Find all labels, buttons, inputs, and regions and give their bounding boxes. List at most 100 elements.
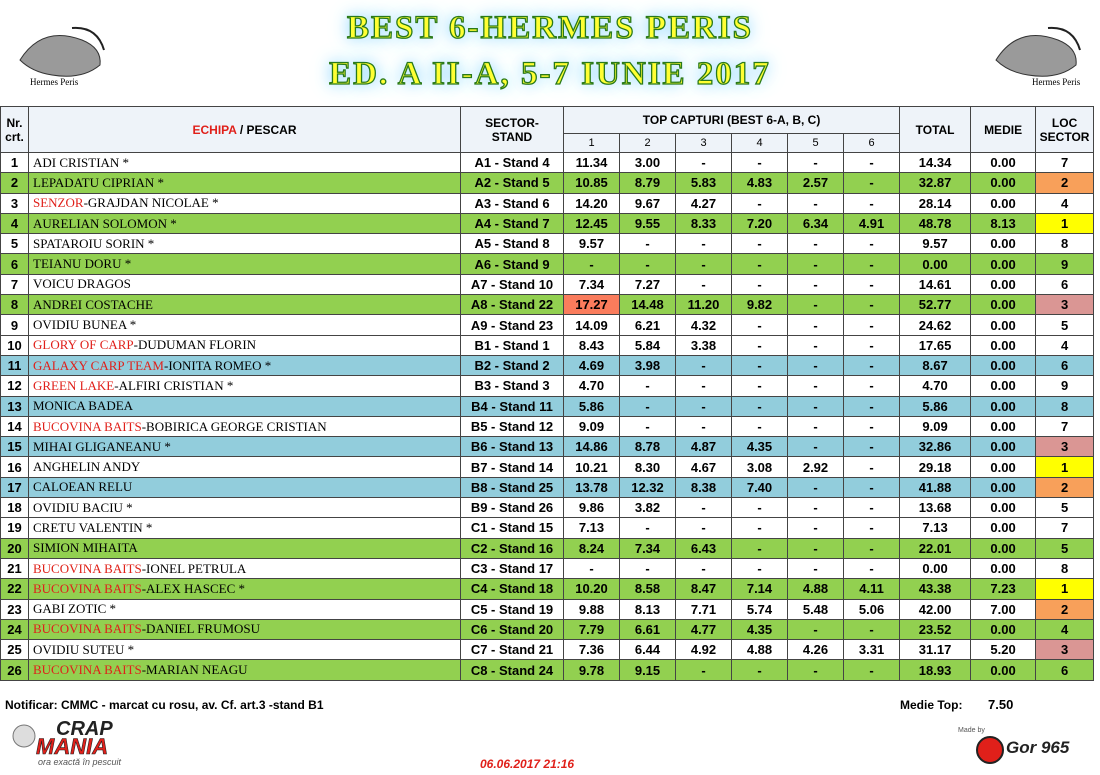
catch: 8.30: [619, 456, 676, 478]
catch: 6.61: [619, 618, 676, 641]
medie-top-label: Medie Top:: [900, 698, 963, 712]
catch: 9.09: [563, 415, 620, 438]
row-stand: C7 - Stand 21: [460, 639, 564, 661]
row-stand: B6 - Stand 13: [460, 436, 564, 458]
catch: -: [731, 517, 788, 539]
row-nr: 13: [0, 395, 29, 417]
catch: -: [731, 273, 788, 296]
catch: -: [842, 172, 901, 194]
row-loc: 6: [1035, 354, 1095, 377]
catch: 10.21: [563, 456, 620, 478]
catch: -: [731, 395, 788, 417]
row-stand: C8 - Stand 24: [460, 659, 564, 681]
catch: 9.67: [619, 192, 676, 214]
catch: -: [842, 537, 901, 559]
team-name: SENZOR: [33, 195, 84, 211]
row-stand: B3 - Stand 3: [460, 375, 564, 397]
row-nr: 22: [0, 578, 29, 600]
catch: 4.88: [731, 639, 788, 661]
logo-caption: Hermes Peris: [30, 77, 79, 87]
catch: -: [675, 415, 732, 438]
row-nr: 1: [0, 151, 29, 174]
catch: 5.84: [619, 334, 676, 356]
row-stand: B7 - Stand 14: [460, 456, 564, 478]
header-cell: Nr. crt.: [0, 106, 29, 153]
catch: -: [787, 537, 844, 559]
catch: 9.57: [563, 233, 620, 255]
result-row: 17 CALOEAN RELU B8 - Stand 25 13.78 12.32 8.3…: [0, 476, 1095, 499]
row-nr: 21: [0, 557, 29, 580]
row-loc: 4: [1035, 334, 1095, 356]
catch: -: [787, 151, 844, 174]
row-stand: B5 - Stand 12: [460, 415, 564, 438]
catch: 6.43: [675, 537, 732, 559]
fisher-name: -GRAJDAN NICOLAE *: [83, 195, 219, 211]
row-medie: 0.00: [970, 375, 1037, 397]
catch: -: [619, 517, 676, 539]
row-name: BUCOVINA BAITS-IONEL PETRULA: [28, 557, 461, 580]
medie-top-value: 7.50: [988, 697, 1014, 712]
header-stand: SECTOR-: [485, 115, 539, 130]
catch: -: [842, 618, 901, 641]
catch: 12.45: [563, 212, 620, 235]
result-row: 20 SIMION MIHAITA C2 - Stand 16 8.24 7.34 6.4…: [0, 537, 1095, 559]
team-name: GLORY OF CARP: [33, 337, 134, 353]
result-row: 19 CRETU VALENTIN * C1 - Stand 15 7.13- - - - -…: [0, 517, 1095, 539]
catch: -: [842, 253, 901, 275]
row-total: 24.62: [899, 314, 972, 336]
row-nr: 25: [0, 639, 29, 661]
row-loc: 8: [1035, 233, 1095, 255]
fisher-name: -IONITA ROMEO *: [163, 357, 272, 373]
result-row: 3 SENZOR-GRAJDAN NICOLAE * A3 - Stand 6 14.…: [0, 192, 1095, 214]
catch: 9.86: [563, 497, 620, 519]
catch: 6.21: [619, 314, 676, 336]
row-medie: 0.00: [970, 456, 1037, 478]
result-row: 8 ANDREI COSTACHE A8 - Stand 22 17.27 14.48 1…: [0, 294, 1095, 316]
row-nr: 2: [0, 172, 29, 194]
row-loc: 9: [1035, 253, 1095, 275]
catch: 4.92: [675, 639, 732, 661]
catch: 4.77: [675, 618, 732, 641]
header-cell: ECHIPA / PESCAR: [28, 106, 461, 153]
catch: 7.27: [619, 273, 676, 296]
row-loc: 9: [1035, 375, 1095, 397]
catch: 7.34: [563, 273, 620, 296]
catch: 12.32: [619, 476, 676, 499]
catch: 9.55: [619, 212, 676, 235]
catch: 4.88: [787, 578, 844, 600]
row-nr: 3: [0, 192, 29, 214]
header-stand: STAND: [491, 129, 533, 144]
catch: -: [731, 659, 788, 681]
catch: 9.78: [563, 659, 620, 681]
row-medie: 0.00: [970, 294, 1037, 316]
row-stand: A2 - Stand 5: [460, 172, 564, 194]
fisher-name: TEIANU DORU *: [33, 256, 132, 272]
catch: -: [731, 415, 788, 438]
catch: 3.08: [731, 456, 788, 478]
catch: 5.74: [731, 598, 788, 620]
catch: -: [842, 375, 901, 397]
team-name: GALAXY CARP TEAM: [33, 357, 164, 373]
catch: 5.48: [787, 598, 844, 620]
team-name: BUCOVINA BAITS: [33, 580, 142, 596]
row-total: 9.09: [899, 415, 972, 438]
row-medie: 0.00: [970, 334, 1037, 356]
catch: 4.87: [675, 436, 732, 458]
catch: -: [731, 537, 788, 559]
row-stand: A5 - Stand 8: [460, 233, 564, 255]
row-name: OVIDIU BACIU *: [28, 497, 461, 519]
catch: -: [731, 314, 788, 336]
catch: -: [842, 233, 901, 255]
catch: -: [787, 415, 844, 438]
catch: -: [731, 192, 788, 214]
fisher-name: MIHAI GLIGANEANU *: [33, 438, 171, 454]
catch: -: [842, 557, 901, 580]
row-medie: 7.00: [970, 598, 1037, 620]
row-total: 0.00: [899, 557, 972, 580]
row-stand: A9 - Stand 23: [460, 314, 564, 336]
fisher-name: CRETU VALENTIN *: [33, 519, 153, 535]
header-loc: LOC: [1051, 115, 1078, 130]
fisher-name: SIMION MIHAITA: [33, 540, 138, 556]
catch: 4.32: [675, 314, 732, 336]
